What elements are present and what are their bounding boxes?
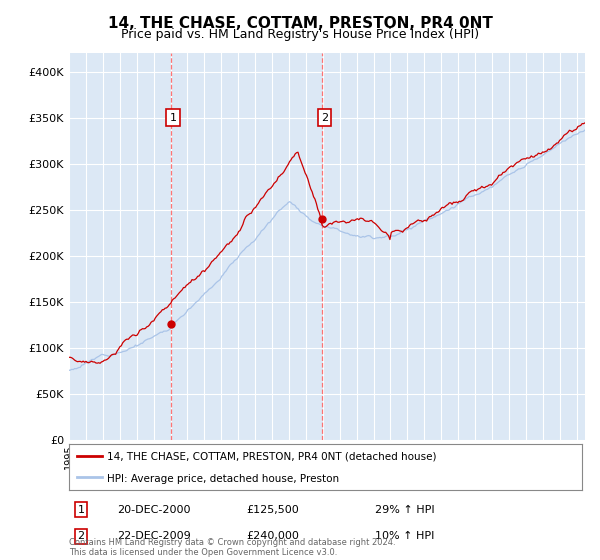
- Text: 29% ↑ HPI: 29% ↑ HPI: [375, 505, 434, 515]
- Text: 14, THE CHASE, COTTAM, PRESTON, PR4 0NT: 14, THE CHASE, COTTAM, PRESTON, PR4 0NT: [107, 16, 493, 31]
- Text: 2: 2: [321, 113, 328, 123]
- Text: Contains HM Land Registry data © Crown copyright and database right 2024.
This d: Contains HM Land Registry data © Crown c…: [69, 538, 395, 557]
- Text: Price paid vs. HM Land Registry's House Price Index (HPI): Price paid vs. HM Land Registry's House …: [121, 28, 479, 41]
- Text: 1: 1: [77, 505, 85, 515]
- Text: 1: 1: [170, 113, 176, 123]
- Text: 2: 2: [77, 531, 85, 542]
- Text: £240,000: £240,000: [246, 531, 299, 542]
- Text: 10% ↑ HPI: 10% ↑ HPI: [375, 531, 434, 542]
- Text: 22-DEC-2009: 22-DEC-2009: [117, 531, 191, 542]
- Text: HPI: Average price, detached house, Preston: HPI: Average price, detached house, Pres…: [107, 474, 340, 483]
- Text: 20-DEC-2000: 20-DEC-2000: [117, 505, 191, 515]
- Text: 14, THE CHASE, COTTAM, PRESTON, PR4 0NT (detached house): 14, THE CHASE, COTTAM, PRESTON, PR4 0NT …: [107, 452, 437, 462]
- Text: £125,500: £125,500: [246, 505, 299, 515]
